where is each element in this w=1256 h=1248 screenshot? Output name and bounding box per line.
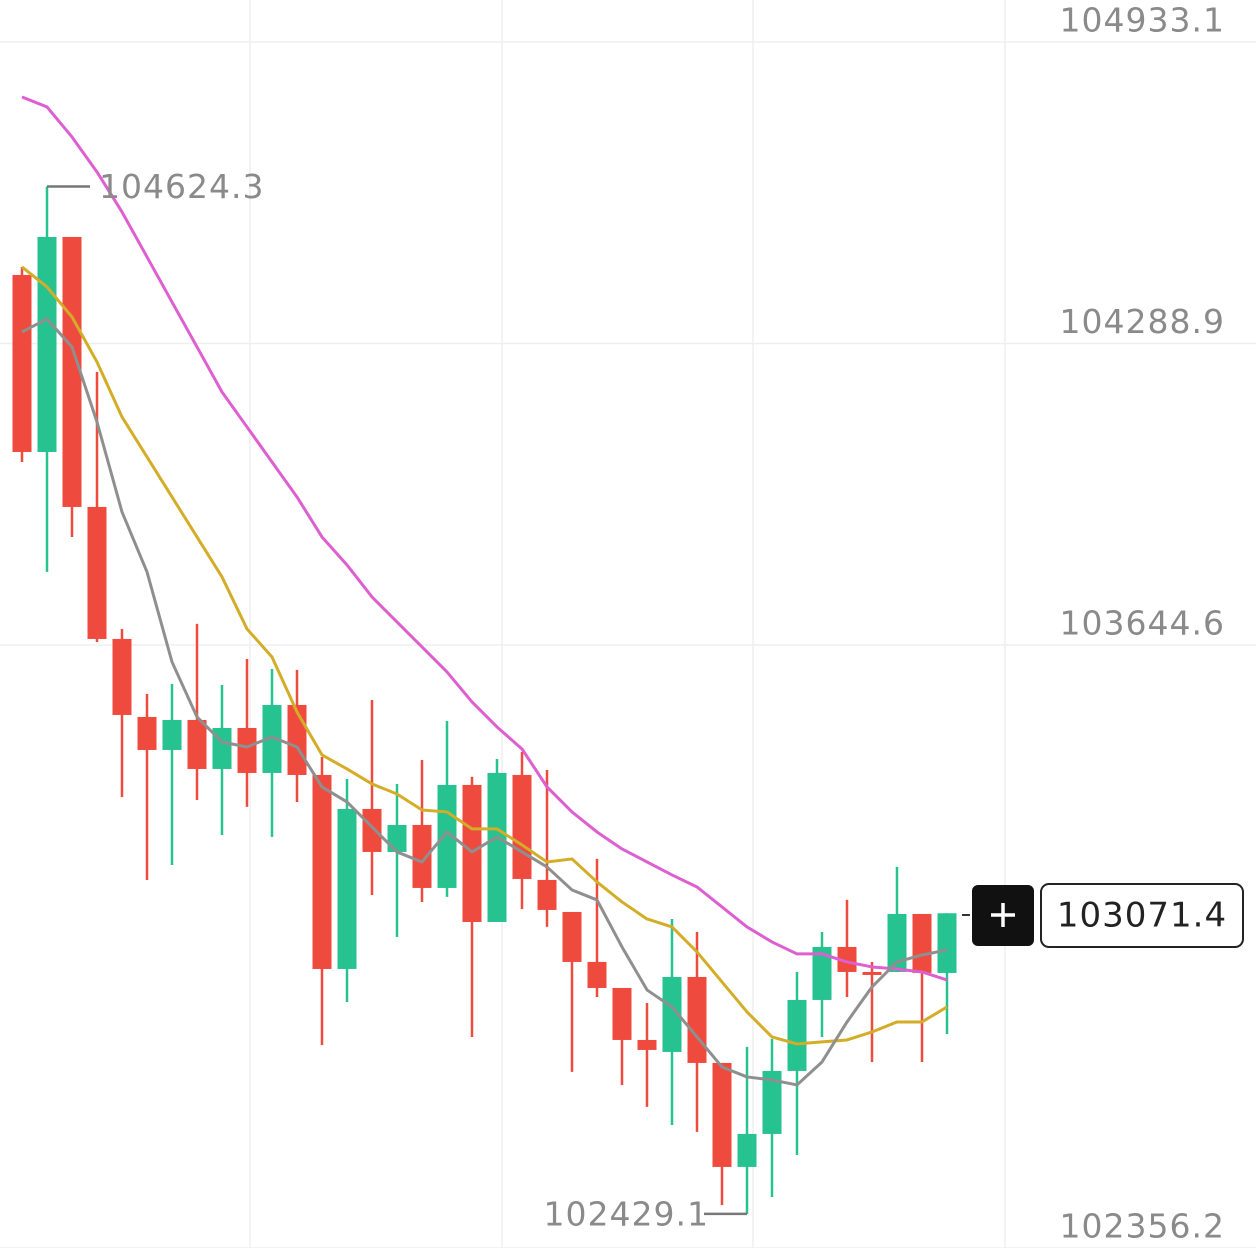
moving-average-line [21, 95, 948, 982]
candle-body [237, 727, 257, 773]
candle-body [812, 946, 832, 1000]
candle-body [687, 976, 707, 1063]
candle-body [912, 913, 932, 973]
candle-body [362, 808, 382, 852]
candle-body [887, 913, 907, 972]
candle-body [37, 236, 57, 452]
candle-body [387, 824, 407, 852]
y-tick-label: 103644.6 [1060, 603, 1225, 642]
y-tick-label: 104933.1 [1060, 0, 1225, 39]
labels: 104933.1 104288.9 103644.6 102356.2 104624.3… [47, 0, 1225, 1246]
candle-body [662, 976, 682, 1052]
candle-body [562, 911, 582, 962]
moving-average-line [21, 265, 948, 1046]
candle-body [187, 719, 207, 769]
candle-body [412, 824, 432, 888]
candle-body [137, 716, 157, 750]
y-tick-label: 102356.2 [1060, 1207, 1225, 1246]
current-price: 103071.4 [1057, 896, 1227, 936]
candle-body [737, 1133, 757, 1167]
candle-body [612, 987, 632, 1040]
price-box [1040, 883, 1244, 948]
candle-body [512, 774, 532, 879]
candle-body [937, 913, 957, 973]
moving-average-lines [21, 95, 948, 1087]
moving-average-line [21, 317, 948, 1087]
candle-body [487, 772, 507, 922]
candle-body [637, 1039, 657, 1050]
candle-body [787, 999, 807, 1071]
y-tick-label: 104288.9 [1060, 302, 1225, 341]
candle-body [587, 961, 607, 988]
candle-body [12, 274, 32, 452]
candle-body [337, 808, 357, 969]
candle-body [262, 704, 282, 773]
candle-body [87, 506, 107, 639]
candles [12, 186, 957, 1214]
candle-body [312, 774, 332, 969]
candle-body [112, 638, 132, 715]
candle-body [837, 946, 857, 972]
candle-body [162, 719, 182, 750]
candle-body [712, 1062, 732, 1167]
candle-body [62, 236, 82, 507]
horizontal-grid [0, 41, 1256, 1248]
candle-body [862, 971, 882, 975]
max-label: 104624.3 [99, 167, 264, 206]
candle-body [762, 1070, 782, 1134]
vertical-grid [249, 0, 1006, 1248]
candle-body [287, 704, 307, 775]
min-label: 102429.1 [544, 1194, 709, 1233]
candle-body [537, 879, 557, 910]
